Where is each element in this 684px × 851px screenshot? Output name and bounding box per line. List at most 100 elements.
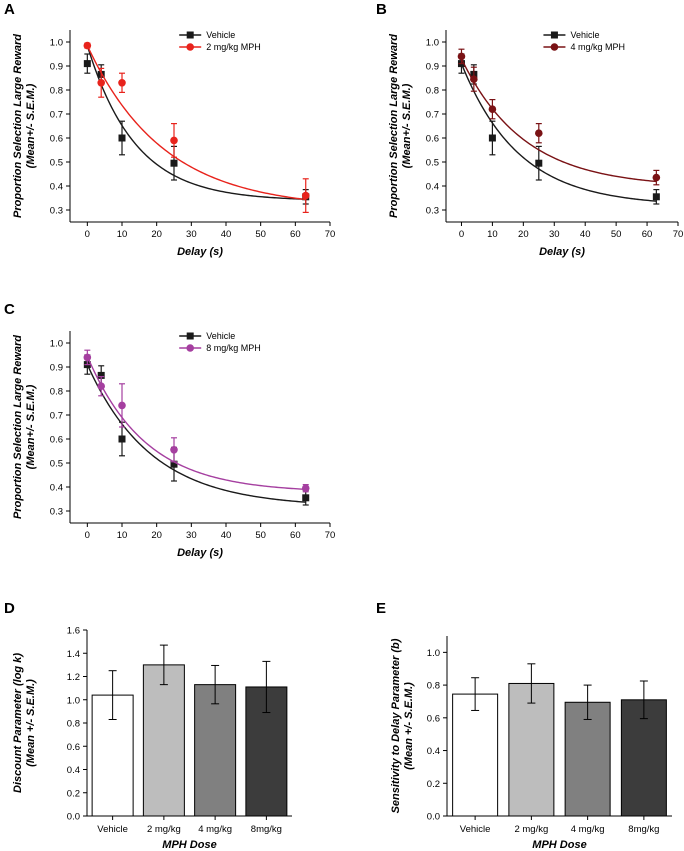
x-tick-label: 30 <box>186 229 197 240</box>
series-mph <box>83 41 310 213</box>
x-tick-label: 0 <box>459 229 464 240</box>
data-point <box>652 193 660 201</box>
x-tick-label: 8mg/kg <box>251 824 282 835</box>
data-point <box>97 79 105 87</box>
panel-a: A 0 10 20 30 40 50 60 70 0.3 0.4 0.5 0.6 0.7 0.8 0.9 1.0… <box>4 1 335 258</box>
data-point <box>83 353 92 362</box>
legend-marker <box>186 344 194 352</box>
legend-entry: 4 mg/kg MPH <box>543 42 625 52</box>
x-tick-label: 2 mg/kg <box>514 824 548 835</box>
y-tick-label: 0.8 <box>67 719 80 730</box>
x-tick-label: 20 <box>151 530 162 541</box>
y-axis-subtitle: (Mean+/- S.E.M.) <box>25 83 37 168</box>
panel-letter: A <box>4 1 15 18</box>
y-tick-label: 0.3 <box>50 507 63 518</box>
y-tick-label: 0.5 <box>426 158 439 169</box>
x-tick-label: 60 <box>642 229 653 240</box>
y-tick-label: 1.0 <box>426 38 439 49</box>
legend-entry: 2 mg/kg MPH <box>179 42 261 52</box>
y-axis-title: Proportion Selection Large Reward <box>12 335 24 519</box>
x-tick-label: 70 <box>673 229 684 240</box>
bar-1 <box>452 693 499 817</box>
x-tick-label: 20 <box>518 229 529 240</box>
y-tick-label: 0.9 <box>50 62 63 73</box>
y-tick-label: 0.6 <box>427 713 440 724</box>
x-tick-label: 10 <box>117 530 128 541</box>
y-tick-label: 0.9 <box>50 363 63 374</box>
data-point <box>470 75 478 83</box>
y-tick-label: 0.6 <box>426 134 439 145</box>
x-tick-label: 20 <box>151 229 162 240</box>
panel-letter: B <box>376 1 387 18</box>
x-tick-label: 70 <box>325 530 336 541</box>
legend-marker <box>186 43 194 51</box>
y-tick-label: 0.0 <box>67 812 80 823</box>
legend-entry: 8 mg/kg MPH <box>179 343 261 353</box>
y-tick-label: 0.6 <box>50 435 63 446</box>
data-point <box>118 435 126 443</box>
x-tick-label: 60 <box>290 229 301 240</box>
x-tick-label: 10 <box>487 229 498 240</box>
y-tick-label: 0.6 <box>50 134 63 145</box>
x-tick-label: 10 <box>117 229 128 240</box>
series-mph <box>83 349 310 493</box>
x-axis-title: Delay (s) <box>177 246 223 258</box>
data-point <box>97 382 105 391</box>
data-point <box>535 159 543 167</box>
panel-b: B 0 10 20 30 40 50 60 70 0.3 0.4 0.5 0.6 0.7 0.8 0.9 1.0… <box>376 1 683 258</box>
x-axis-title: Delay (s) <box>177 547 223 559</box>
data-point <box>170 136 178 145</box>
legend-label: 2 mg/kg MPH <box>206 42 261 52</box>
y-tick-label: 0.0 <box>427 812 440 823</box>
y-axis-subtitle: (Mean +/- S.E.M.) <box>25 679 37 767</box>
data-point <box>301 484 310 493</box>
legend-label: Vehicle <box>206 30 235 40</box>
x-axis-title: Delay (s) <box>539 246 585 258</box>
legend-entry: Vehicle <box>543 30 599 40</box>
y-axis-subtitle: (Mean+/- S.E.M.) <box>25 384 37 469</box>
fit-curve <box>86 45 306 200</box>
legend-label: Vehicle <box>206 331 235 341</box>
panel-letter: C <box>4 301 15 318</box>
legend-entry: Vehicle <box>179 30 235 40</box>
y-tick-label: 0.5 <box>50 459 63 470</box>
x-tick-label: 40 <box>221 229 232 240</box>
y-axis-subtitle: (Mean+/- S.E.M.) <box>401 83 413 168</box>
x-axis-title: MPH Dose <box>162 839 216 851</box>
data-point <box>652 173 661 182</box>
x-tick-label: 4 mg/kg <box>571 824 605 835</box>
data-point <box>97 371 105 379</box>
bar-4 <box>620 699 667 817</box>
y-tick-label: 0.2 <box>427 779 440 790</box>
x-tick-label: 50 <box>255 530 266 541</box>
data-point <box>83 41 92 50</box>
bar-3 <box>194 684 237 817</box>
panel-d: D 0.0 0.2 0.4 0.6 0.8 1.0 1.2 1.4 1.6 Vehicle 2 mg/… <box>4 600 292 851</box>
data-point <box>488 105 497 113</box>
y-tick-label: 0.7 <box>50 110 63 121</box>
y-tick-label: 0.3 <box>426 206 439 217</box>
x-tick-label: 50 <box>255 229 266 240</box>
x-axis-title: MPH Dose <box>532 839 586 851</box>
legend-label: 8 mg/kg MPH <box>206 343 261 353</box>
data-point <box>457 52 466 61</box>
legend-marker <box>550 43 559 51</box>
data-point <box>535 129 543 137</box>
x-tick-label: Vehicle <box>97 824 128 835</box>
y-axis-subtitle: (Mean +/- S.E.M.) <box>403 682 415 770</box>
series-vehicle <box>457 53 660 205</box>
x-tick-label: 50 <box>611 229 622 240</box>
y-axis-title: Sensitivity to Delay Parameter (b) <box>390 638 402 813</box>
data-point <box>488 134 496 142</box>
data-point <box>301 191 310 200</box>
legend-label: Vehicle <box>570 30 599 40</box>
x-tick-label: 40 <box>221 530 232 541</box>
fit-curve <box>86 355 306 491</box>
data-point <box>83 60 91 68</box>
y-tick-label: 0.8 <box>427 681 440 692</box>
data-point <box>170 460 178 468</box>
y-tick-label: 1.0 <box>67 695 80 706</box>
series-vehicle <box>83 354 310 506</box>
panel-letter: D <box>4 600 15 617</box>
x-tick-label: 60 <box>290 530 301 541</box>
